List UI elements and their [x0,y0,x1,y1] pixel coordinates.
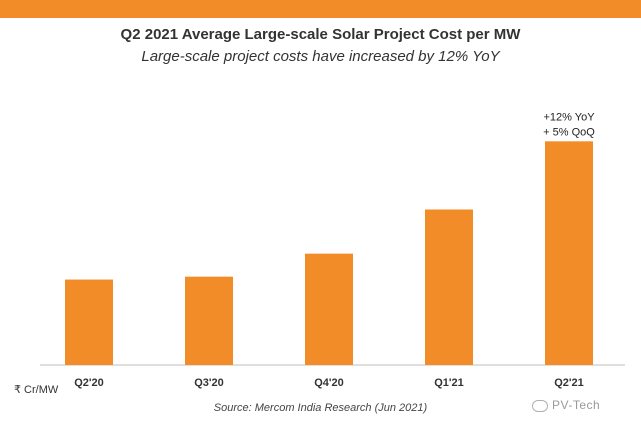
bar-annotation: + 5% QoQ [543,126,595,138]
x-tick-label: Q2'20 [74,377,104,389]
watermark-text: PV-Tech [552,398,601,412]
x-tick-label: Q4'20 [314,377,344,389]
source-note: Source: Mercom India Research (Jun 2021) [213,402,428,414]
x-tick-label: Q3'20 [194,377,224,389]
x-tick-label: Q2'21 [554,377,584,389]
bar [185,276,233,365]
bar [545,141,593,365]
chart-title: Q2 2021 Average Large-scale Solar Projec… [120,26,521,43]
bar [65,279,113,365]
chart-subtitle: Large-scale project costs have increased… [141,48,500,65]
header-accent-bar [0,0,641,18]
wechat-icon [532,399,548,412]
y-axis-unit-label: ₹ Cr/MW [14,384,59,396]
watermark: PV-Tech [532,398,600,412]
bar [305,253,353,365]
bar [425,209,473,365]
x-tick-label: Q1'21 [434,377,464,389]
bar-annotation: +12% YoY [543,111,595,123]
